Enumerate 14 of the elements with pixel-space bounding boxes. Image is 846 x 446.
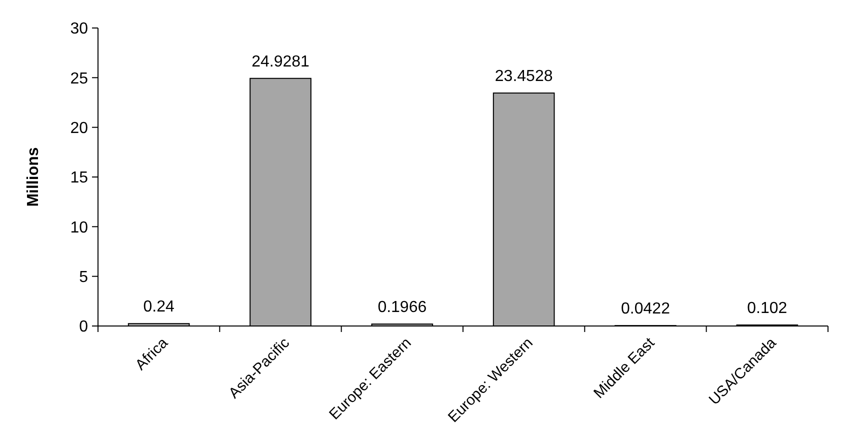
data-label: 23.4528 [494, 68, 553, 86]
y-tick-label: 25 [70, 70, 88, 88]
data-label: 0.0422 [621, 300, 670, 318]
data-label: 0.24 [143, 298, 175, 316]
y-tick-label: 30 [70, 20, 88, 38]
data-label: 24.9281 [252, 53, 310, 70]
y-tick-label: 20 [70, 120, 88, 137]
data-label: 0.102 [747, 300, 788, 317]
y-tick-label: 0 [79, 318, 88, 336]
y-tick-label: 10 [70, 219, 88, 236]
data-label: 0.1966 [378, 299, 427, 316]
y-tick-label: 5 [79, 268, 88, 286]
y-tick-label: 15 [70, 170, 88, 187]
y-axis-title: Millions [25, 147, 42, 207]
